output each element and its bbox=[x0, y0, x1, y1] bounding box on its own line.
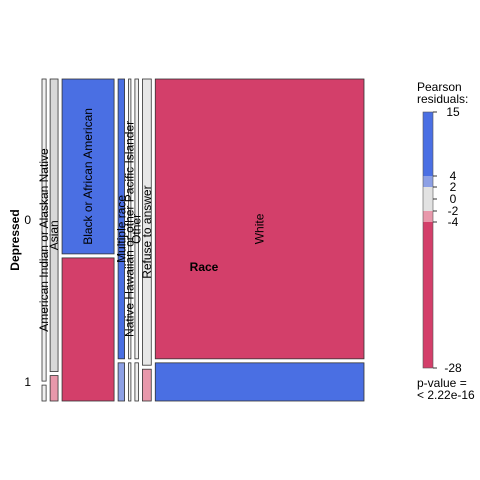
tile-5-not-depressed bbox=[134, 78, 139, 360]
legend-ticks: 15 420-2-4 -28 bbox=[433, 105, 462, 375]
x-axis-title: Race bbox=[190, 260, 219, 274]
row-label-0: 0 bbox=[24, 213, 31, 227]
legend-title-line1: Pearson bbox=[417, 80, 462, 94]
tile-1-depressed bbox=[49, 375, 59, 402]
tile-7-depressed bbox=[154, 362, 365, 402]
row-label-1: 1 bbox=[24, 375, 31, 389]
category-label-5: Other bbox=[130, 214, 144, 244]
legend-tick-label-5: -4 bbox=[448, 215, 459, 229]
tile-2-not-depressed bbox=[61, 78, 115, 255]
tile-1-not-depressed bbox=[49, 78, 59, 372]
legend-tick-label-0: 15 bbox=[446, 105, 460, 119]
tile-6-depressed bbox=[142, 368, 152, 402]
pvalue-line1: p-value = bbox=[417, 376, 467, 390]
residuals-legend: Pearson residuals: 15 420-2-4 -28 p-value … bbox=[417, 80, 475, 402]
mosaic-tiles bbox=[41, 78, 365, 402]
category-label-6: Refuse to answer bbox=[140, 185, 154, 278]
legend-band-3 bbox=[423, 211, 433, 222]
category-label-0: American Indian or Alaskan Native bbox=[37, 148, 51, 332]
legend-band-1 bbox=[423, 176, 433, 187]
tile-4-depressed bbox=[128, 362, 132, 402]
y-axis-title: Depressed bbox=[8, 209, 22, 270]
legend-tick-label-3: 0 bbox=[450, 192, 457, 206]
category-label-4: Native Hawaiian or other Pacific Islande… bbox=[123, 121, 137, 337]
tile-2-depressed bbox=[61, 257, 115, 402]
tile-3-not-depressed bbox=[117, 78, 125, 360]
tile-0-depressed bbox=[41, 384, 47, 402]
legend-tick-label-4: -2 bbox=[448, 204, 459, 218]
legend-title-line2: residuals: bbox=[417, 92, 468, 106]
legend-band-4 bbox=[423, 222, 433, 368]
legend-band-0 bbox=[423, 112, 433, 176]
legend-bar-frame bbox=[422, 111, 434, 369]
tile-6-not-depressed bbox=[142, 78, 152, 366]
legend-tick-label-6: -28 bbox=[444, 361, 462, 375]
tile-0-not-depressed bbox=[41, 78, 47, 382]
tile-7-not-depressed bbox=[154, 78, 365, 360]
legend-color-bar bbox=[422, 111, 434, 369]
category-label-1: Asian bbox=[47, 220, 61, 250]
legend-tick-label-1: 4 bbox=[450, 169, 457, 183]
category-label-7: White bbox=[253, 213, 267, 244]
category-label-2: Black or African American bbox=[81, 108, 95, 245]
tile-4-not-depressed bbox=[128, 78, 132, 360]
pvalue-line2: < 2.22e-16 bbox=[417, 388, 475, 402]
category-label-3: Multiple race bbox=[114, 195, 128, 263]
tile-3-depressed bbox=[117, 362, 125, 402]
legend-band-2 bbox=[423, 187, 433, 211]
tile-5-depressed bbox=[134, 362, 139, 402]
legend-tick-label-2: 2 bbox=[450, 180, 457, 194]
